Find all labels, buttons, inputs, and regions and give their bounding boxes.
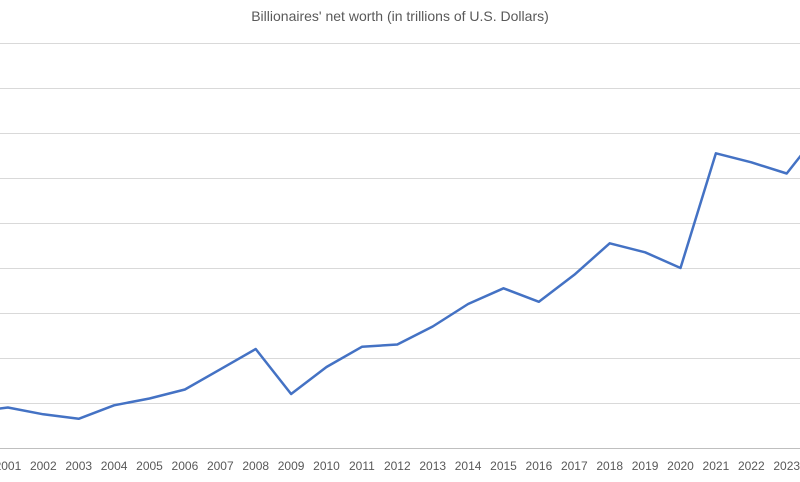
- x-tick-label: 2012: [384, 459, 411, 473]
- x-tick-label: 2002: [30, 459, 57, 473]
- chart-title: Billionaires' net worth (in trillions of…: [251, 8, 549, 24]
- x-tick-label: 2013: [419, 459, 446, 473]
- x-tick-label: 2010: [313, 459, 340, 473]
- x-tick-label: 2017: [561, 459, 588, 473]
- x-tick-label: 2018: [596, 459, 623, 473]
- series-line: [0, 152, 800, 421]
- x-tick-label: 2014: [455, 459, 482, 473]
- x-tick-label: 2016: [526, 459, 553, 473]
- x-tick-label: 2021: [703, 459, 730, 473]
- x-tick-label: 2019: [632, 459, 659, 473]
- x-tick-label: 2022: [738, 459, 765, 473]
- x-tick-label: 2009: [278, 459, 305, 473]
- x-tick-label: 2006: [172, 459, 199, 473]
- x-tick-label: 2001: [0, 459, 22, 473]
- x-tick-label: 2004: [101, 459, 128, 473]
- x-tick-label: 2008: [242, 459, 269, 473]
- x-tick-label: 2020: [667, 459, 694, 473]
- x-tick-label: 2003: [65, 459, 92, 473]
- x-tick-label: 2007: [207, 459, 234, 473]
- x-tick-label: 2015: [490, 459, 517, 473]
- x-tick-label: 2023: [773, 459, 800, 473]
- x-tick-label: 2011: [349, 459, 375, 473]
- x-tick-label: 2005: [136, 459, 163, 473]
